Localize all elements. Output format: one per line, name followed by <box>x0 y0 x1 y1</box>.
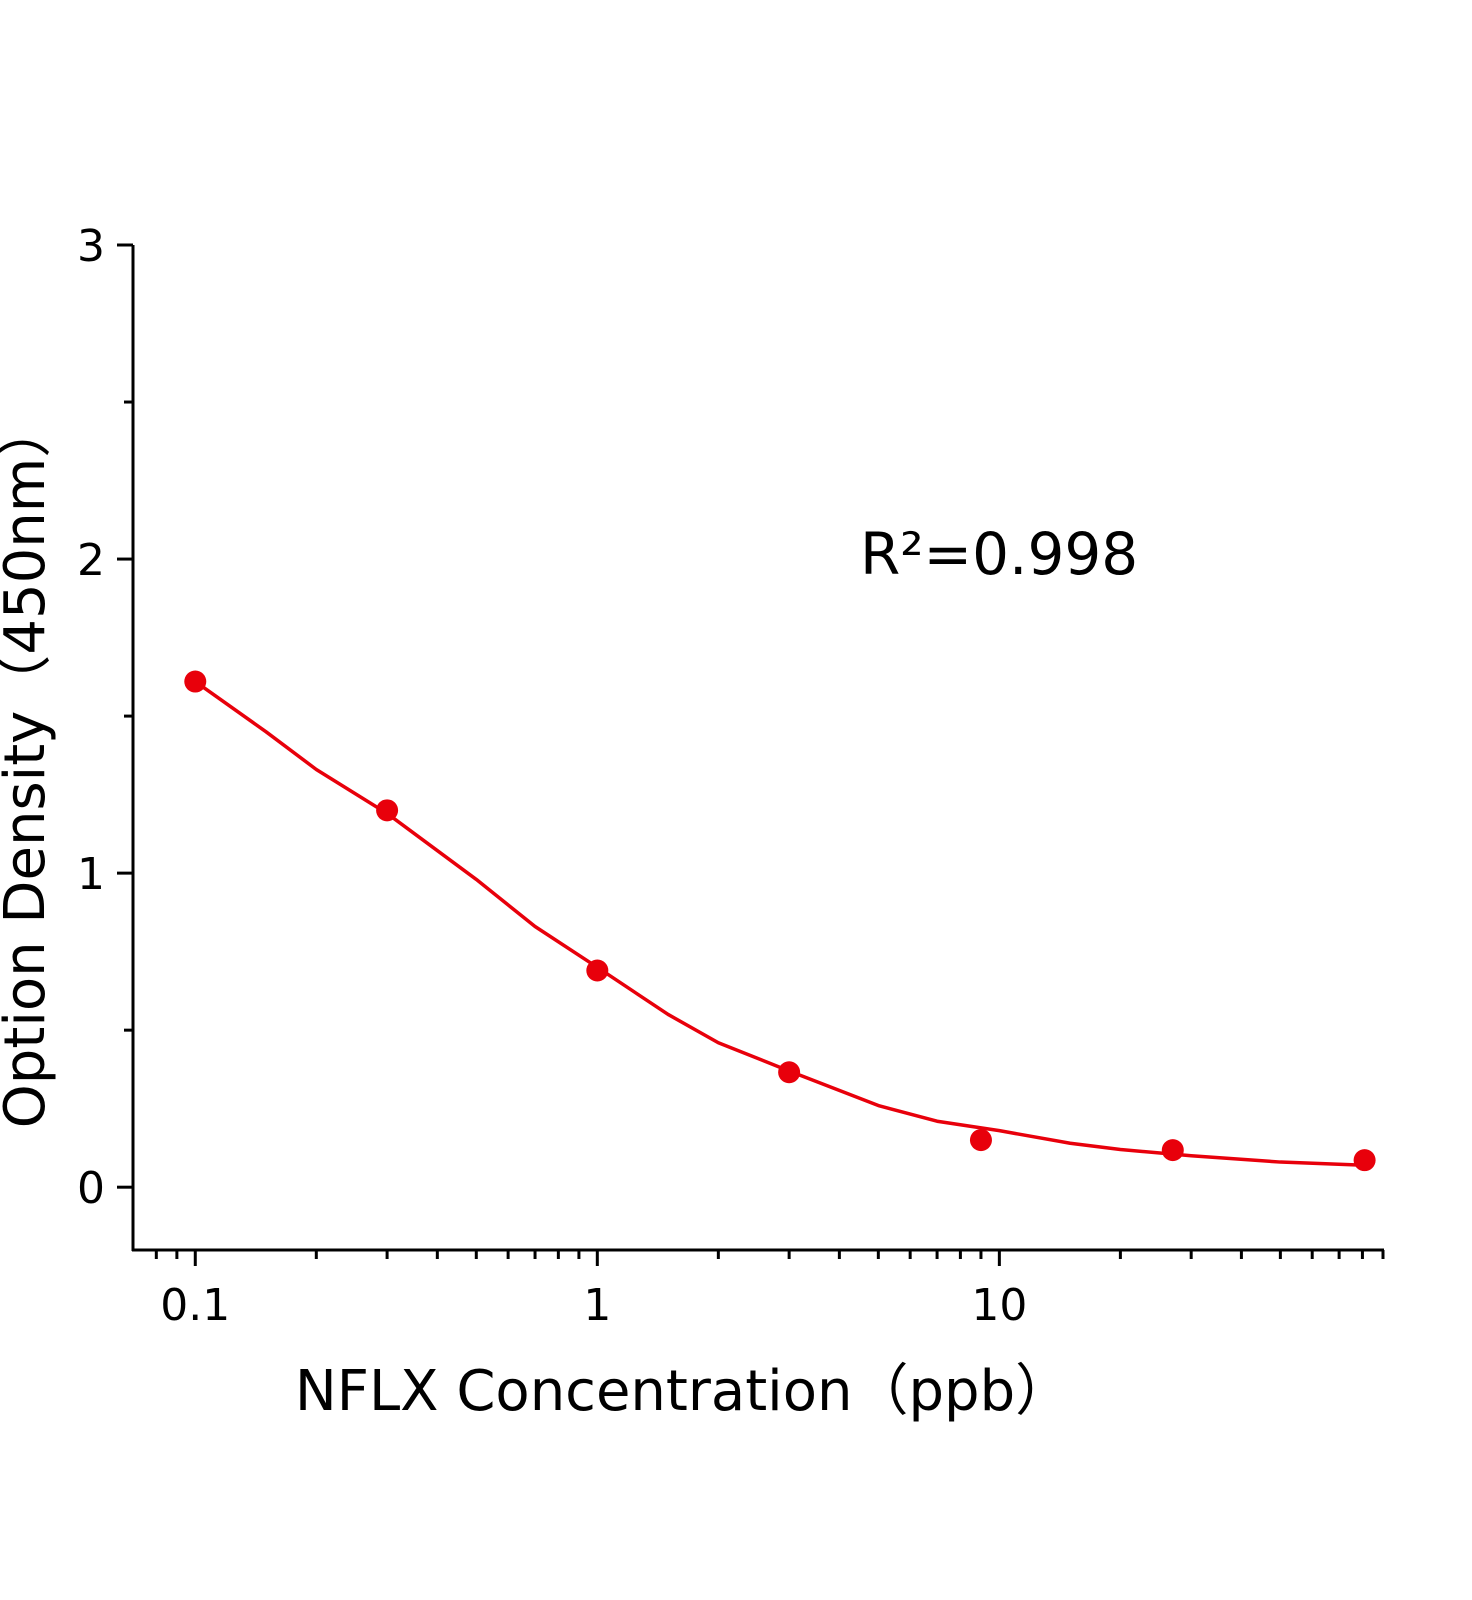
y-tick-label: 2 <box>77 535 105 586</box>
x-axis-label: NFLX Concentration（ppb） <box>295 1359 1071 1424</box>
data-point <box>1161 1139 1184 1162</box>
data-point <box>969 1129 992 1152</box>
y-tick-label: 0 <box>77 1163 105 1214</box>
fit-curve <box>194 680 1365 1167</box>
annotation: R²=0.998 <box>860 520 1138 588</box>
data-point <box>1353 1149 1376 1172</box>
y-axis-label: Option Density（450nm） <box>0 402 58 1129</box>
x-tick-label: 1 <box>583 1280 611 1331</box>
data-point <box>184 670 207 693</box>
data-point <box>376 799 399 822</box>
y-tick-label: 1 <box>77 849 105 900</box>
data-point <box>586 959 609 982</box>
data-point <box>778 1061 801 1084</box>
x-tick-label: 0.1 <box>160 1280 230 1331</box>
x-tick-label: 10 <box>971 1280 1027 1331</box>
y-tick-label: 3 <box>77 221 105 272</box>
